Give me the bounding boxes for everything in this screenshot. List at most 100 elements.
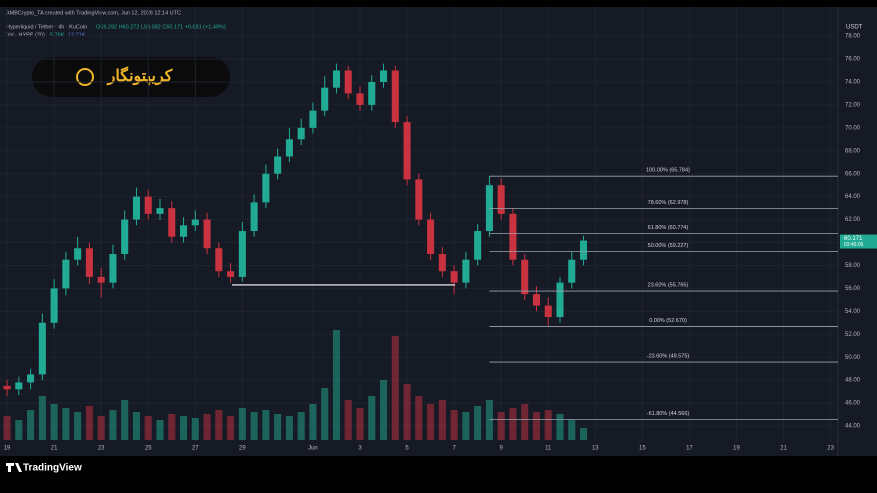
fib-label: -23.60% (49.575) xyxy=(647,354,690,360)
candle-body xyxy=(62,259,70,289)
candle-body xyxy=(227,271,235,277)
volume-bar xyxy=(391,336,399,440)
candle-body xyxy=(391,70,399,123)
candle-body xyxy=(544,305,552,318)
volume-bar xyxy=(27,410,35,440)
volume-bar xyxy=(556,414,564,440)
volume-bar xyxy=(168,414,176,440)
candle-body xyxy=(309,110,317,128)
symbol: Hyperliquid / Tether · 4h · KuCoin xyxy=(6,24,87,30)
x-tick-label: 29 xyxy=(239,446,246,452)
candle-body xyxy=(403,122,411,180)
volume-bar xyxy=(121,400,129,440)
fib-label: 50.00% (59.227) xyxy=(648,243,689,249)
candle-body xyxy=(74,248,82,260)
volume-bar xyxy=(144,416,152,440)
volume-bar xyxy=(85,406,93,440)
last-price-box xyxy=(840,234,877,249)
volume-bar xyxy=(215,410,223,440)
volume-bar xyxy=(368,396,376,440)
volume xyxy=(3,330,588,440)
candle-body xyxy=(38,322,46,375)
header: AMBCrypto_TA created with TradingView.co… xyxy=(6,10,181,16)
volume-bar xyxy=(309,404,317,440)
candle-body xyxy=(297,127,305,140)
y-tick-label: 58.00 xyxy=(845,263,861,269)
x-tick-label: 17 xyxy=(686,446,693,452)
x-tick-label: 19 xyxy=(4,446,11,452)
volume-bar xyxy=(38,396,46,440)
x-tick-label: Jun xyxy=(308,446,318,452)
y-tick-label: 52.00 xyxy=(845,332,861,338)
candle-body xyxy=(474,231,482,260)
volume-bar xyxy=(509,408,517,440)
footer-brand: TradingView xyxy=(23,463,82,474)
volume-readout: 12.71K xyxy=(68,32,86,38)
volume-bar xyxy=(332,330,340,440)
volume-bar xyxy=(250,412,258,440)
x-tick-label: 13 xyxy=(592,446,599,452)
candle-body xyxy=(285,139,293,157)
x-tick-label: 23 xyxy=(827,446,834,452)
x-tick-label: 27 xyxy=(192,446,199,452)
candle-body xyxy=(262,173,270,203)
volume-bar xyxy=(180,416,188,440)
candle-body xyxy=(332,70,340,88)
volume-bar xyxy=(344,400,352,440)
volume-bar xyxy=(544,410,552,440)
y-tick-label: 46.00 xyxy=(845,401,861,407)
candle-body xyxy=(215,248,223,272)
y-tick-label: 64.00 xyxy=(845,194,861,200)
candle-body xyxy=(27,374,35,383)
volume-bar xyxy=(568,420,576,440)
y-tick-label: 44.00 xyxy=(845,424,861,430)
volume-bar xyxy=(497,412,505,440)
x-tick-label: 3 xyxy=(358,446,362,452)
watermark-icon xyxy=(76,68,94,86)
y-tick-label: 76.00 xyxy=(845,57,861,63)
y-tick-label: 74.00 xyxy=(845,80,861,86)
x-tick-label: 25 xyxy=(145,446,152,452)
countdown: 03:45:05 xyxy=(844,242,864,248)
candle-body xyxy=(556,282,564,318)
fib-label: 0.00% (52.670) xyxy=(649,318,687,324)
y-tick-label: 56.00 xyxy=(845,286,861,292)
fib-label: 23.60% (55.765) xyxy=(648,283,689,289)
volume-bar xyxy=(485,400,493,440)
x-tick-label: 7 xyxy=(452,446,456,452)
candle-body xyxy=(203,219,211,249)
footer: TradingView xyxy=(6,463,82,474)
x-tick-label: 23 xyxy=(98,446,105,452)
volume-bar xyxy=(450,410,458,440)
candle-body xyxy=(356,93,364,105)
candle-body xyxy=(368,81,376,105)
candle-body xyxy=(180,225,188,237)
watermark-badge xyxy=(32,57,230,97)
volume-bar xyxy=(415,396,423,440)
volume-bar xyxy=(262,410,270,440)
candle-body xyxy=(15,382,23,390)
volume-bar xyxy=(580,428,588,440)
candle-body xyxy=(250,202,258,232)
y-tick-label: 68.00 xyxy=(845,148,861,154)
candle-body xyxy=(450,271,458,283)
currency: USDT xyxy=(846,25,863,31)
watermark-text: کریپتونگار xyxy=(107,66,173,86)
candle-body xyxy=(521,259,529,295)
candle-body xyxy=(462,259,470,283)
ohlc-legend: O59.292 H60.272 L59.082 C60.171 +0.881 (… xyxy=(96,24,226,30)
x-tick-label: 21 xyxy=(51,446,58,452)
volume-bar xyxy=(97,416,105,440)
candle-body xyxy=(144,196,152,214)
x-tick-label: 9 xyxy=(500,446,504,452)
candle-body xyxy=(109,253,117,283)
candle-body xyxy=(238,231,246,277)
candle-body xyxy=(121,219,129,254)
x-tick-label: 5 xyxy=(405,446,409,452)
candle-body xyxy=(580,240,588,260)
fib-label: 100.00% (65.784) xyxy=(646,168,690,174)
volume-bar xyxy=(356,408,364,440)
candle-body xyxy=(532,294,540,306)
volume-bar xyxy=(191,418,199,440)
candle-body xyxy=(156,208,164,214)
